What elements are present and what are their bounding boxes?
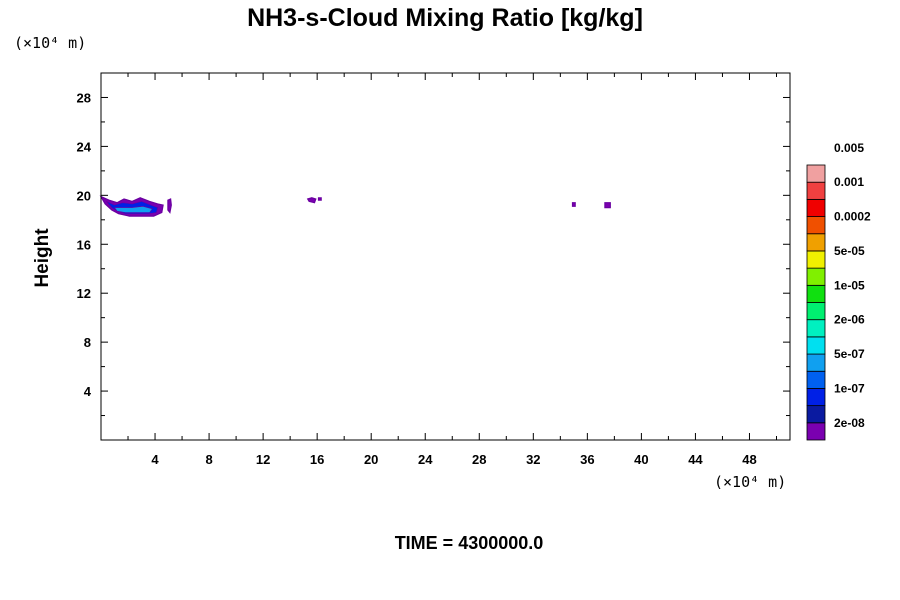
plot-frame: [100, 72, 791, 441]
colorbar-swatch: [806, 319, 826, 338]
x-tick-label: 12: [256, 452, 270, 467]
small-cloud-c: [317, 197, 322, 201]
colorbar-swatch: [806, 267, 826, 286]
y-tick-label: 12: [77, 286, 91, 301]
x-tick-label: 48: [742, 452, 756, 467]
small-cloud-e: [604, 202, 611, 209]
y-tick-label: 4: [84, 384, 92, 399]
y-tick-label: 8: [84, 335, 91, 350]
colorbar-label: 0.0002: [834, 210, 871, 224]
colorbar-swatch: [806, 284, 826, 303]
colorbar-swatch: [806, 250, 826, 269]
colorbar-swatch: [806, 198, 826, 217]
time-label: TIME = 4300000.0: [395, 533, 544, 553]
y-unit-label: (×10⁴ m): [14, 34, 86, 52]
colorbar: 2e-08 1e-07 5e-07 2e-06 1e-05 5e-05 0.0002 0.00…: [806, 141, 871, 441]
colorbar-swatch: [806, 370, 826, 389]
x-tick-label: 16: [310, 452, 324, 467]
y-tick-label: 20: [77, 188, 91, 203]
x-tick-label: 4: [151, 452, 159, 467]
x-tick-label: 24: [418, 452, 433, 467]
chart-title: NH3-s-Cloud Mixing Ratio [kg/kg]: [247, 4, 643, 32]
colorbar-swatch: [806, 353, 826, 372]
colorbar-swatch: [806, 336, 826, 355]
x-tick-label: 20: [364, 452, 378, 467]
x-tick-label: 28: [472, 452, 486, 467]
colorbar-swatch: [806, 164, 826, 183]
colorbar-label: 5e-07: [834, 347, 865, 361]
x-tick-label: 8: [205, 452, 212, 467]
x-tick-label: 44: [688, 452, 703, 467]
x-tick-label: 36: [580, 452, 594, 467]
colorbar-swatch: [806, 181, 826, 200]
colorbar-swatch: [806, 422, 826, 441]
x-unit-label: (×10⁴ m): [714, 473, 786, 491]
colorbar-label: 0.005: [834, 141, 864, 155]
x-tick-label: 32: [526, 452, 540, 467]
colorbar-swatch: [806, 302, 826, 321]
colorbar-label: 1e-05: [834, 278, 865, 292]
x-tick-label: 40: [634, 452, 648, 467]
colorbar-swatch: [806, 233, 826, 252]
y-tick-label: 16: [77, 237, 91, 252]
colorbar-swatch: [806, 388, 826, 407]
colorbar-label: 0.001: [834, 175, 864, 189]
colorbar-label: 2e-08: [834, 416, 865, 430]
colorbar-label: 5e-05: [834, 244, 865, 258]
y-tick-label: 28: [77, 90, 91, 105]
colorbar-label: 1e-07: [834, 381, 865, 395]
main-cloud-core: [113, 205, 153, 213]
colorbar-swatch: [806, 405, 826, 424]
colorbar-label: 2e-06: [834, 313, 865, 327]
small-cloud-a: [167, 198, 172, 214]
small-cloud-d: [571, 202, 576, 207]
small-cloud-b: [306, 197, 317, 204]
colorbar-swatch: [806, 216, 826, 235]
y-tick-label: 24: [77, 139, 92, 154]
y-axis-label: Height: [32, 228, 53, 288]
